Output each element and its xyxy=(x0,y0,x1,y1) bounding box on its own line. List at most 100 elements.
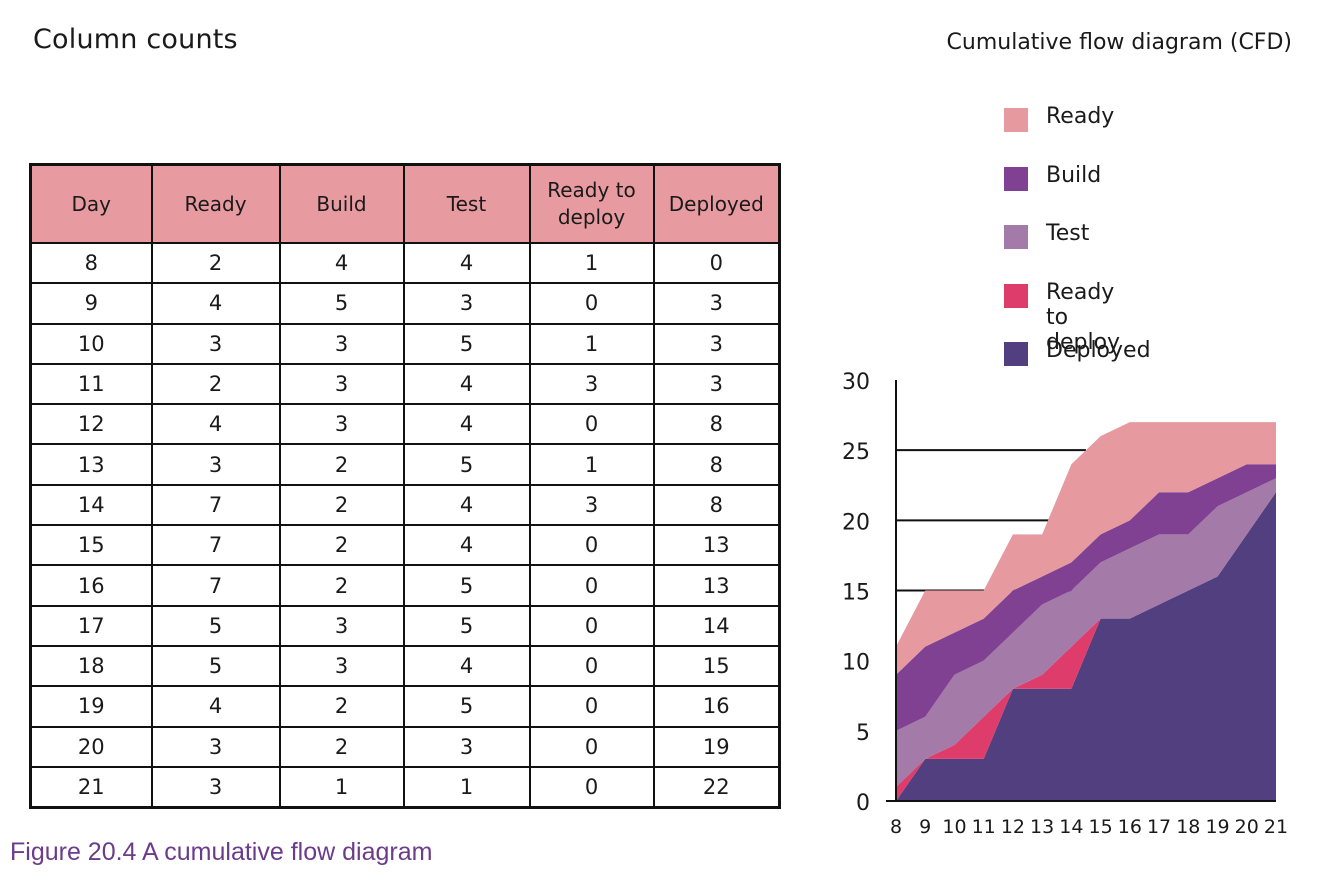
cell-deployed: 14 xyxy=(652,604,781,647)
cell-day: 9 xyxy=(29,282,153,325)
cell-day: 16 xyxy=(29,564,153,607)
cell-build: 2 xyxy=(278,564,405,607)
cell-ready-to-deploy: 0 xyxy=(528,765,655,809)
cell-ready: 2 xyxy=(150,362,281,406)
cell-deployed: 13 xyxy=(652,524,781,567)
cell-test: 4 xyxy=(402,241,531,285)
column-counts-table: Day Ready Build Test Ready to deploy Dep… xyxy=(29,163,781,810)
x-tick-label: 12 xyxy=(1001,816,1025,838)
cell-deployed: 3 xyxy=(652,362,781,406)
legend-label-ready-to-deploy: Ready to deploy xyxy=(1046,279,1121,355)
table-body: 8 2 4 4 1 0 9 4 5 3 0 3 10 3 3 5 1 3 11 2 3 4 3 3 12 4 3 4 0 8 13 3 2 5 1 8… xyxy=(29,241,781,809)
cell-build: 2 xyxy=(278,524,405,567)
cell-test: 5 xyxy=(402,443,531,486)
cell-ready-to-deploy: 0 xyxy=(528,403,655,446)
legend-label-test: Test xyxy=(1046,221,1090,246)
cell-ready: 7 xyxy=(150,564,281,607)
header-day: Day xyxy=(29,163,153,244)
cell-ready: 2 xyxy=(150,241,281,285)
cell-build: 3 xyxy=(278,362,405,406)
figure-caption: Figure 20.4 A cumulative flow diagram xyxy=(10,838,433,866)
y-tick-label: 15 xyxy=(842,581,870,606)
x-tick-label: 21 xyxy=(1264,816,1288,838)
cell-ready: 7 xyxy=(150,524,281,567)
table-row: 15 7 2 4 0 13 xyxy=(29,524,781,567)
area-ready xyxy=(896,422,1276,675)
y-tick-label: 10 xyxy=(842,651,870,676)
cell-day: 15 xyxy=(29,524,153,567)
x-tick-label: 9 xyxy=(919,816,931,838)
y-tick-label: 25 xyxy=(842,440,870,465)
cell-day: 12 xyxy=(29,403,153,446)
table-header-row: Day Ready Build Test Ready to deploy Dep… xyxy=(29,163,781,244)
column-counts-table-container: Day Ready Build Test Ready to deploy Dep… xyxy=(29,163,781,810)
cell-test: 3 xyxy=(402,725,531,768)
cell-ready-to-deploy: 0 xyxy=(528,725,655,768)
x-tick-label: 17 xyxy=(1147,816,1171,838)
cell-ready-to-deploy: 0 xyxy=(528,604,655,647)
cell-deployed: 16 xyxy=(652,685,781,728)
cell-ready: 4 xyxy=(150,282,281,325)
table-row: 11 2 3 4 3 3 xyxy=(29,362,781,406)
cell-day: 11 xyxy=(29,362,153,406)
x-tick-label: 16 xyxy=(1118,816,1142,838)
y-tick-label: 5 xyxy=(856,721,870,746)
area-deployed xyxy=(896,492,1276,801)
header-build: Build xyxy=(278,163,405,244)
x-tick-label: 8 xyxy=(890,816,902,838)
area-test xyxy=(896,478,1276,787)
table-row: 18 5 3 4 0 15 xyxy=(29,644,781,688)
cell-ready-to-deploy: 0 xyxy=(528,282,655,325)
legend-swatch-deployed xyxy=(1004,342,1028,366)
cell-test: 4 xyxy=(402,524,531,567)
cell-build: 2 xyxy=(278,443,405,486)
table-row: 21 3 1 1 0 22 xyxy=(29,765,781,809)
legend-label-ready: Ready xyxy=(1046,104,1115,129)
cell-deployed: 0 xyxy=(652,241,781,285)
cell-test: 5 xyxy=(402,322,531,365)
cell-day: 13 xyxy=(29,443,153,486)
cell-test: 3 xyxy=(402,282,531,325)
cell-ready-to-deploy: 3 xyxy=(528,362,655,406)
cell-deployed: 19 xyxy=(652,725,781,768)
cell-ready: 4 xyxy=(150,403,281,446)
cell-build: 3 xyxy=(278,322,405,365)
x-tick-label: 15 xyxy=(1089,816,1113,838)
x-tick-label: 13 xyxy=(1030,816,1054,838)
table-title: Column counts xyxy=(33,24,238,55)
cell-ready-to-deploy: 1 xyxy=(528,443,655,486)
cell-ready-to-deploy: 1 xyxy=(528,322,655,365)
table-row: 10 3 3 5 1 3 xyxy=(29,322,781,365)
x-tick-label: 20 xyxy=(1235,816,1259,838)
cell-ready-to-deploy: 0 xyxy=(528,564,655,607)
cell-deployed: 8 xyxy=(652,443,781,486)
header-ready: Ready xyxy=(150,163,281,244)
legend-swatch-build xyxy=(1004,166,1028,191)
cell-deployed: 22 xyxy=(652,765,781,809)
cell-deployed: 8 xyxy=(652,483,781,527)
header-deployed: Deployed xyxy=(652,163,781,244)
cell-ready-to-deploy: 0 xyxy=(528,685,655,728)
cell-test: 4 xyxy=(402,644,531,688)
cell-ready: 3 xyxy=(150,322,281,365)
cell-ready: 3 xyxy=(150,765,281,809)
cell-build: 2 xyxy=(278,725,405,768)
cell-ready-to-deploy: 3 xyxy=(528,483,655,527)
cell-deployed: 3 xyxy=(652,322,781,365)
cell-day: 21 xyxy=(29,765,153,809)
cell-ready: 3 xyxy=(150,725,281,768)
legend-swatch-test xyxy=(1004,225,1028,249)
chart-title: Cumulative flow diagram (CFD) xyxy=(946,30,1292,55)
cell-test: 5 xyxy=(402,604,531,647)
table-row: 13 3 2 5 1 8 xyxy=(29,443,781,486)
x-tick-label: 18 xyxy=(1176,816,1200,838)
cell-test: 4 xyxy=(402,483,531,527)
cell-ready-to-deploy: 0 xyxy=(528,644,655,688)
cell-test: 5 xyxy=(402,685,531,728)
cell-test: 5 xyxy=(402,564,531,607)
cell-deployed: 3 xyxy=(652,282,781,325)
cell-day: 18 xyxy=(29,644,153,688)
header-ready-to-deploy: Ready to deploy xyxy=(528,163,655,244)
x-tick-label: 11 xyxy=(972,816,996,838)
